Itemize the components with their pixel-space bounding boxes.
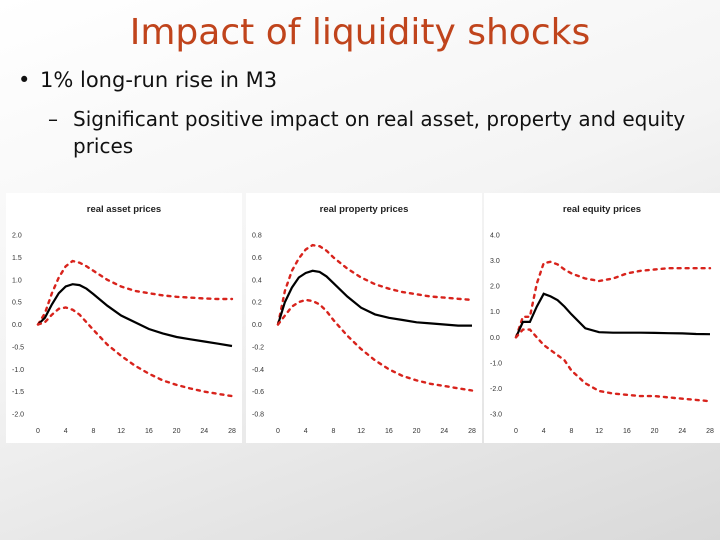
y-tick-label: 1.5 xyxy=(12,255,22,262)
bullet-marker: • xyxy=(18,68,31,92)
x-tick-label: 24 xyxy=(678,428,686,435)
y-tick-label: -1.5 xyxy=(12,389,24,396)
x-tick-label: 16 xyxy=(385,428,393,435)
x-tick-label: 20 xyxy=(413,428,421,435)
chart-real-equity-prices: real equity prices 4.0 3.0 2.0 1.0 0.0 -1.0 -2.… xyxy=(490,204,714,435)
sub-bullet-item: – Significant positive impact on real as… xyxy=(48,106,688,160)
lower-band-line xyxy=(514,328,712,403)
median-line xyxy=(276,269,472,327)
y-tick-label: 0.0 xyxy=(490,335,500,342)
median-line xyxy=(37,283,233,348)
x-tick-label: 28 xyxy=(706,428,714,435)
x-tick-label: 28 xyxy=(228,428,236,435)
y-tick-label: 0.8 xyxy=(252,233,262,240)
y-tick-label: -0.8 xyxy=(252,412,264,419)
lower-band-line xyxy=(276,298,474,392)
x-tick-label: 4 xyxy=(304,428,308,435)
x-tick-label: 20 xyxy=(173,428,181,435)
y-tick-label: -0.6 xyxy=(252,389,264,396)
x-tick-label: 24 xyxy=(440,428,448,435)
y-tick-label: 0.0 xyxy=(12,322,22,329)
y-tick-label: -2.0 xyxy=(490,386,502,393)
sub-bullet-marker: – xyxy=(48,107,58,131)
x-tick-label: 12 xyxy=(357,428,365,435)
x-tick-label: 20 xyxy=(651,428,659,435)
sub-bullet-text: Significant positive impact on real asse… xyxy=(73,107,686,158)
x-tick-label: 28 xyxy=(468,428,476,435)
x-tick-label: 16 xyxy=(145,428,153,435)
y-tick-label: 0.0 xyxy=(252,322,262,329)
chart-panel-property: real property prices 0.8 0.6 0.4 0.2 0.0 -0.2 -… xyxy=(246,193,482,443)
x-tick-label: 0 xyxy=(276,428,280,435)
chart-panel-asset: real asset prices 2.0 1.5 1.0 0.5 0.0 -0.5 -1.0… xyxy=(6,193,242,443)
slide-title: Impact of liquidity shocks xyxy=(129,12,591,53)
y-tick-label: 3.0 xyxy=(490,258,500,265)
y-tick-label: -0.5 xyxy=(12,344,24,351)
upper-band-line xyxy=(36,259,234,326)
y-tick-label: 0.4 xyxy=(252,277,262,284)
x-tick-label: 12 xyxy=(595,428,603,435)
x-tick-label: 0 xyxy=(514,428,518,435)
x-tick-label: 0 xyxy=(36,428,40,435)
y-tick-label: 0.2 xyxy=(252,300,262,307)
median-line xyxy=(514,292,711,338)
bullet-item: • 1% long-run rise in M3 xyxy=(18,68,277,92)
y-tick-label: 2.0 xyxy=(490,284,500,291)
y-tick-label: -1.0 xyxy=(490,360,502,367)
y-tick-label: -1.0 xyxy=(12,367,24,374)
y-tick-label: -0.4 xyxy=(252,367,264,374)
y-tick-label: 0.5 xyxy=(12,300,22,307)
x-tick-label: 4 xyxy=(64,428,68,435)
upper-band-line xyxy=(276,243,474,326)
lower-band-line xyxy=(36,306,234,398)
y-tick-label: 4.0 xyxy=(490,233,500,240)
y-tick-label: 2.0 xyxy=(12,233,22,240)
chart-title: real asset prices xyxy=(87,204,161,215)
chart-panel-equity: real equity prices 4.0 3.0 2.0 1.0 0.0 -1.0 -2.… xyxy=(484,193,720,443)
y-tick-label: 1.0 xyxy=(490,309,500,316)
x-tick-label: 8 xyxy=(331,428,335,435)
y-tick-label: -3.0 xyxy=(490,412,502,419)
y-tick-label: -0.2 xyxy=(252,344,264,351)
x-tick-label: 12 xyxy=(117,428,125,435)
chart-title: real equity prices xyxy=(563,204,641,215)
bullet-text: 1% long-run rise in M3 xyxy=(40,68,278,92)
chart-real-property-prices: real property prices 0.8 0.6 0.4 0.2 0.0 -0.2 -… xyxy=(252,204,476,435)
x-tick-label: 8 xyxy=(91,428,95,435)
x-tick-label: 8 xyxy=(569,428,573,435)
y-tick-label: 0.6 xyxy=(252,255,262,262)
y-tick-label: -2.0 xyxy=(12,412,24,419)
x-tick-label: 24 xyxy=(200,428,208,435)
upper-band-line xyxy=(514,260,712,339)
x-tick-label: 16 xyxy=(623,428,631,435)
x-tick-label: 4 xyxy=(542,428,546,435)
chart-title: real property prices xyxy=(320,204,409,215)
y-tick-label: 1.0 xyxy=(12,277,22,284)
chart-real-asset-prices: real asset prices 2.0 1.5 1.0 0.5 0.0 -0.5 -1.0… xyxy=(12,204,236,435)
